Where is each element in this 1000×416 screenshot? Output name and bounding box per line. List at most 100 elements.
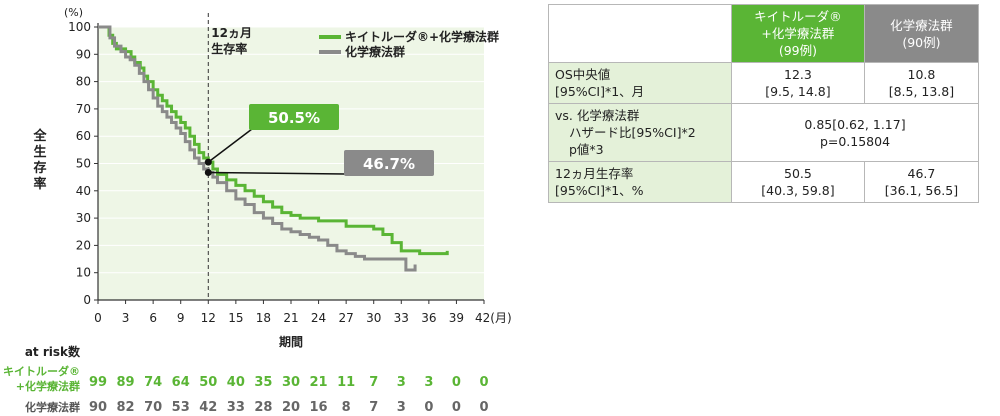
x-tick-label: 21: [283, 311, 298, 325]
legend-label-keytruda: キイトルーダ®+化学療法群: [345, 29, 499, 44]
y-axis-title-char: 全: [32, 128, 47, 144]
header-keytruda-line3: (99例): [778, 43, 817, 58]
y-tick-label: 0: [83, 293, 91, 307]
at-risk-value-chemo: 8: [342, 400, 351, 415]
at-risk-value-keytruda: 74: [144, 375, 162, 390]
os-keytruda: 12.3 [9.5, 14.8]: [731, 62, 865, 104]
surv-chemo: 46.7 [36.1, 56.5]: [863, 161, 980, 203]
at-risk-label-chemo: 化学療法群: [25, 400, 80, 414]
surv-label-line1: 12ヵ月生存率: [555, 166, 634, 181]
hr-value: 0.85[0.62, 1.17] p=0.15804: [731, 103, 979, 162]
legend: キイトルーダ®+化学療法群 化学療法群: [319, 29, 499, 59]
at-risk-value-chemo: 28: [254, 400, 272, 415]
y-tick-label: 90: [76, 47, 91, 61]
at-risk-value-chemo: 70: [144, 400, 162, 415]
at-risk-value-keytruda: 40: [227, 375, 245, 390]
at-risk-value-keytruda: 0: [479, 375, 488, 390]
hr-label-line1: vs. 化学療法群: [555, 108, 640, 123]
at-risk-value-keytruda: 50: [199, 375, 217, 390]
y-tick-label: 40: [76, 184, 91, 198]
callout-line-keytruda: [207, 128, 253, 163]
y-tick-label: 10: [76, 266, 91, 280]
callout-value-chemo: 46.7%: [363, 155, 415, 173]
header-chemo-line1: 化学療法群: [890, 17, 953, 33]
os-label: OS中央値 [95%CI]*1、月: [548, 62, 732, 104]
vline-label-line2: 生存率: [211, 41, 247, 56]
at-risk-value-chemo: 0: [479, 400, 488, 415]
surv-chemo-rate: 46.7: [907, 166, 936, 181]
x-tick-label: 18: [256, 311, 271, 325]
y-tick-labels: 0 10 20 30 40 50 60 70 80 90 100: [68, 20, 91, 307]
callout-box-keytruda: [249, 104, 339, 130]
header-keytruda: キイトルーダ® +化学療法群 (99例): [731, 4, 865, 63]
x-tick-labels: 0 3 6 9 12 15 18 21 24 27 30 33 36 39: [94, 311, 464, 325]
header-keytruda-line1: キイトルーダ®: [754, 9, 842, 24]
at-risk-value-chemo: 90: [89, 400, 107, 415]
x-tick-label: 12: [201, 311, 216, 325]
x-tick-label: 15: [228, 311, 243, 325]
surv-keytruda: 50.5 [40.3, 59.8]: [731, 161, 865, 203]
table-row-hr: vs. 化学療法群 ハザード比[95%CI]*2 p値*3 0.85[0.62,…: [548, 103, 979, 162]
table-header-row: キイトルーダ® +化学療法群 (99例) 化学療法群 (90例): [548, 4, 980, 63]
surv-keytruda-rate: 50.5: [784, 166, 812, 181]
y-axis-title-char: 存: [33, 160, 46, 176]
hr-label: vs. 化学療法群 ハザード比[95%CI]*2 p値*3: [548, 103, 732, 162]
at-risk-value-chemo: 0: [424, 400, 433, 415]
header-chemo-line2: (90例): [902, 34, 941, 50]
y-axis-title-char: 率: [33, 176, 46, 192]
vline-label-line1: 12ヵ月: [211, 26, 252, 40]
at-risk-value-chemo: 33: [227, 400, 245, 415]
at-risk-value-keytruda: 35: [254, 375, 272, 390]
surv-keytruda-ci: [40.3, 59.8]: [761, 183, 835, 198]
x-tick-label: 33: [394, 311, 409, 325]
callout-dot-chemo: [204, 169, 212, 177]
callout-line-chemo: [208, 171, 346, 175]
axes: [97, 23, 485, 304]
comparison-table: キイトルーダ® +化学療法群 (99例) 化学療法群 (90例) OS中央値 […: [548, 4, 980, 203]
header-keytruda-line2: +化学療法群: [761, 26, 835, 41]
surv-label: 12ヵ月生存率 [95%CI]*1、%: [548, 161, 732, 203]
hr-value-line1: 0.85[0.62, 1.17]: [804, 116, 906, 132]
at-risk-value-keytruda: 21: [310, 375, 328, 390]
at-risk-value-chemo: 42: [199, 400, 217, 415]
table-row-os: OS中央値 [95%CI]*1、月 12.3 [9.5, 14.8] 10.8 …: [548, 62, 980, 104]
hr-label-line3: p値*3: [569, 142, 604, 157]
at-risk-value-keytruda: 89: [117, 375, 135, 390]
os-chemo: 10.8 [8.5, 13.8]: [863, 62, 980, 104]
hr-value-line2: p=0.15804: [819, 133, 891, 149]
at-risk-value-keytruda: 0: [452, 375, 461, 390]
hr-label-line2: ハザード比[95%CI]*2: [569, 125, 696, 140]
callouts: 50.5% 46.7%: [204, 104, 434, 177]
os-chemo-ci: [8.5, 13.8]: [888, 84, 955, 99]
os-chemo-median: 10.8: [907, 67, 936, 82]
x-tick-label: 9: [177, 311, 185, 325]
legend-label-chemo: 化学療法群: [345, 44, 405, 59]
x-axis-title: 期間: [279, 334, 303, 349]
y-tick-label: 20: [76, 238, 91, 252]
os-label-line2: [95%CI]*1、月: [555, 84, 645, 99]
callout-dot-keytruda: [204, 158, 212, 166]
at-risk-row-keytruda: 99 89 74 64 50 40 35 30 21 11 7 3 3 0 0: [89, 375, 489, 390]
x-tick-label: 27: [339, 311, 354, 325]
y-tick-label: 30: [76, 211, 91, 225]
at-risk-label-keytruda-line2: +化学療法群: [16, 379, 80, 393]
os-keytruda-median: 12.3: [784, 67, 812, 82]
y-axis-title-char: 生: [33, 144, 46, 160]
at-risk-value-chemo: 3: [397, 400, 406, 415]
table-row-12m: 12ヵ月生存率 [95%CI]*1、% 50.5 [40.3, 59.8] 46…: [548, 161, 980, 203]
at-risk-value-keytruda: 99: [89, 375, 107, 390]
at-risk-value-keytruda: 30: [282, 375, 300, 390]
at-risk-value-chemo: 16: [310, 400, 328, 415]
at-risk-row-chemo: 90 82 70 53 42 33 28 20 16 8 7 3 0 0 0: [89, 400, 489, 415]
at-risk-value-keytruda: 7: [369, 375, 378, 390]
at-risk-value-chemo: 82: [117, 400, 135, 415]
y-tick-label: 60: [76, 129, 91, 143]
os-label-line1: OS中央値: [555, 67, 611, 82]
y-tick-label: 80: [76, 75, 91, 89]
os-keytruda-ci: [9.5, 14.8]: [765, 84, 831, 99]
surv-label-line2: [95%CI]*1、%: [555, 183, 644, 198]
callout-box-chemo: [344, 150, 434, 176]
at-risk-value-chemo: 7: [369, 400, 378, 415]
x-tick-label: 39: [449, 311, 464, 325]
